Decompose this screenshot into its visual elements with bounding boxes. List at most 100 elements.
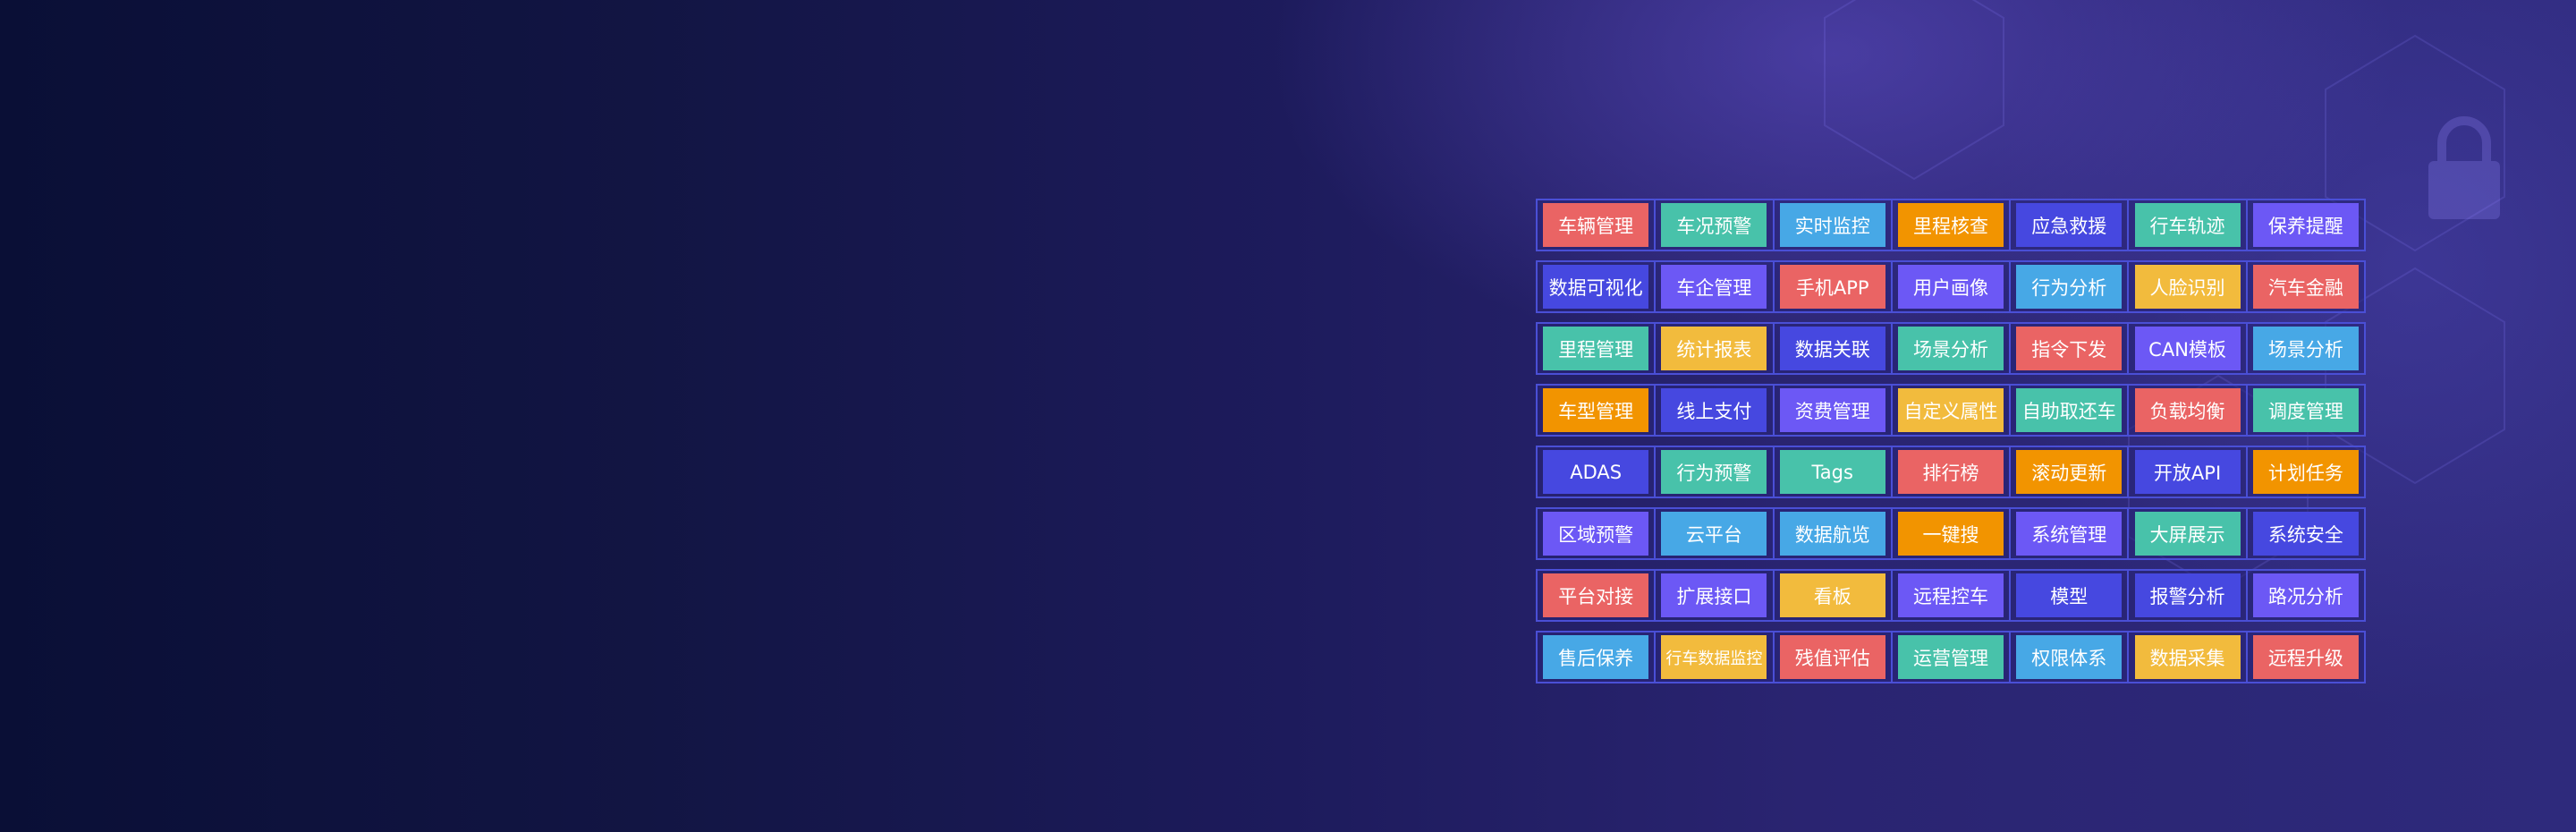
feature-cell: ADAS [1538,447,1657,497]
feature-cell: 计划任务 [2248,447,2364,497]
feature-cell: 里程核查 [1893,200,2012,250]
feature-tag[interactable]: 资费管理 [1779,388,1885,432]
feature-tag[interactable]: 线上支付 [1661,388,1767,432]
feature-cell: 场景分析 [2248,324,2364,373]
feature-tag[interactable]: ADAS [1543,450,1649,494]
feature-row: 平台对接 扩展接口 看板 远程控车 模型 报警分析 路况分析 [1536,569,2366,622]
feature-tag[interactable]: 滚动更新 [2016,450,2123,494]
feature-cell: 实时监控 [1775,200,1893,250]
feature-tag[interactable]: 应急救援 [2016,203,2123,247]
feature-cell: 平台对接 [1538,571,1657,620]
feature-tag[interactable]: 行车轨迹 [2134,203,2241,247]
feature-row: 车辆管理 车况预警 实时监控 里程核查 应急救援 行车轨迹 保养提醒 [1536,199,2366,251]
feature-cell: Tags [1775,447,1893,497]
feature-cell: CAN模板 [2129,324,2248,373]
feature-tag[interactable]: Tags [1779,450,1885,494]
feature-tag[interactable]: 汽车金融 [2252,265,2359,309]
feature-tag[interactable]: CAN模板 [2134,327,2241,370]
feature-tag[interactable]: 行为预警 [1661,450,1767,494]
feature-cell: 行为预警 [1656,447,1775,497]
feature-tag[interactable]: 一键搜 [1897,512,2004,556]
feature-cell: 行为分析 [2011,262,2130,311]
feature-cell: 车型管理 [1538,386,1657,435]
feature-cell: 应急救援 [2011,200,2130,250]
feature-tag[interactable]: 计划任务 [2252,450,2359,494]
feature-cell: 模型 [2011,571,2130,620]
feature-tag[interactable]: 数据航览 [1779,512,1885,556]
feature-tag[interactable]: 云平台 [1661,512,1767,556]
feature-cell: 大屏展示 [2129,509,2248,558]
feature-tag[interactable]: 行车数据监控 [1661,635,1767,679]
feature-cell: 资费管理 [1775,386,1893,435]
feature-tag[interactable]: 扩展接口 [1661,573,1767,617]
feature-tag[interactable]: 自助取还车 [2016,388,2123,432]
feature-cell: 车企管理 [1656,262,1775,311]
feature-tag[interactable]: 保养提醒 [2252,203,2359,247]
feature-grid: 车辆管理 车况预警 实时监控 里程核查 应急救援 行车轨迹 保养提醒数据可视化 车企管理 手机A… [1536,199,2366,692]
feature-tag[interactable]: 大屏展示 [2134,512,2241,556]
feature-tag[interactable]: 残值评估 [1779,635,1885,679]
feature-tag[interactable]: 运营管理 [1897,635,2004,679]
feature-cell: 区域预警 [1538,509,1657,558]
feature-tag[interactable]: 人脸识别 [2134,265,2241,309]
feature-tag[interactable]: 指令下发 [2016,327,2123,370]
feature-cell: 线上支付 [1656,386,1775,435]
feature-tag[interactable]: 里程核查 [1897,203,2004,247]
feature-tag[interactable]: 数据采集 [2134,635,2241,679]
feature-cell: 手机APP [1775,262,1893,311]
feature-tag[interactable]: 里程管理 [1543,327,1649,370]
feature-tag[interactable]: 数据可视化 [1543,265,1649,309]
feature-tag[interactable]: 数据关联 [1779,327,1885,370]
feature-tag[interactable]: 负载均衡 [2134,388,2241,432]
feature-cell: 滚动更新 [2011,447,2130,497]
feature-cell: 自助取还车 [2011,386,2130,435]
feature-tag[interactable]: 开放API [2134,450,2241,494]
feature-row: 区域预警 云平台 数据航览 一键搜 系统管理 大屏展示 系统安全 [1536,507,2366,560]
feature-tag[interactable]: 权限体系 [2016,635,2123,679]
feature-tag[interactable]: 远程控车 [1897,573,2004,617]
feature-cell: 自定义属性 [1893,386,2012,435]
feature-cell: 路况分析 [2248,571,2364,620]
feature-row: 车型管理 线上支付 资费管理 自定义属性 自助取还车 负载均衡 调度管理 [1536,384,2366,437]
feature-tag[interactable]: 车型管理 [1543,388,1649,432]
feature-tag[interactable]: 路况分析 [2252,573,2359,617]
feature-tag[interactable]: 手机APP [1779,265,1885,309]
feature-tag[interactable]: 自定义属性 [1897,388,2004,432]
feature-cell: 统计报表 [1656,324,1775,373]
feature-tag[interactable]: 远程升级 [2252,635,2359,679]
feature-tag[interactable]: 行为分析 [2016,265,2123,309]
feature-tag[interactable]: 场景分析 [2252,327,2359,370]
feature-tag[interactable]: 场景分析 [1897,327,2004,370]
feature-cell: 汽车金融 [2248,262,2364,311]
feature-cell: 系统安全 [2248,509,2364,558]
feature-cell: 一键搜 [1893,509,2012,558]
feature-tag[interactable]: 系统安全 [2252,512,2359,556]
feature-tag[interactable]: 车况预警 [1661,203,1767,247]
feature-cell: 车辆管理 [1538,200,1657,250]
feature-cell: 排行榜 [1893,447,2012,497]
feature-tag[interactable]: 模型 [2016,573,2123,617]
feature-row: ADAS 行为预警 Tags 排行榜 滚动更新 开放API 计划任务 [1536,446,2366,498]
feature-tag[interactable]: 用户画像 [1897,265,2004,309]
feature-tag[interactable]: 排行榜 [1897,450,2004,494]
feature-cell: 场景分析 [1893,324,2012,373]
feature-cell: 运营管理 [1893,632,2012,682]
feature-tag[interactable]: 看板 [1779,573,1885,617]
feature-cell: 用户画像 [1893,262,2012,311]
feature-cell: 人脸识别 [2129,262,2248,311]
feature-tag[interactable]: 系统管理 [2016,512,2123,556]
feature-tag[interactable]: 平台对接 [1543,573,1649,617]
feature-tag[interactable]: 车企管理 [1661,265,1767,309]
feature-tag[interactable]: 区域预警 [1543,512,1649,556]
feature-tag[interactable]: 售后保养 [1543,635,1649,679]
feature-tag[interactable]: 实时监控 [1779,203,1885,247]
feature-tag[interactable]: 报警分析 [2134,573,2241,617]
feature-tag[interactable]: 统计报表 [1661,327,1767,370]
feature-cell: 远程升级 [2248,632,2364,682]
feature-tag[interactable]: 车辆管理 [1543,203,1649,247]
feature-cell: 看板 [1775,571,1893,620]
feature-cell: 负载均衡 [2129,386,2248,435]
feature-cell: 权限体系 [2011,632,2130,682]
feature-tag[interactable]: 调度管理 [2252,388,2359,432]
feature-cell: 保养提醒 [2248,200,2364,250]
